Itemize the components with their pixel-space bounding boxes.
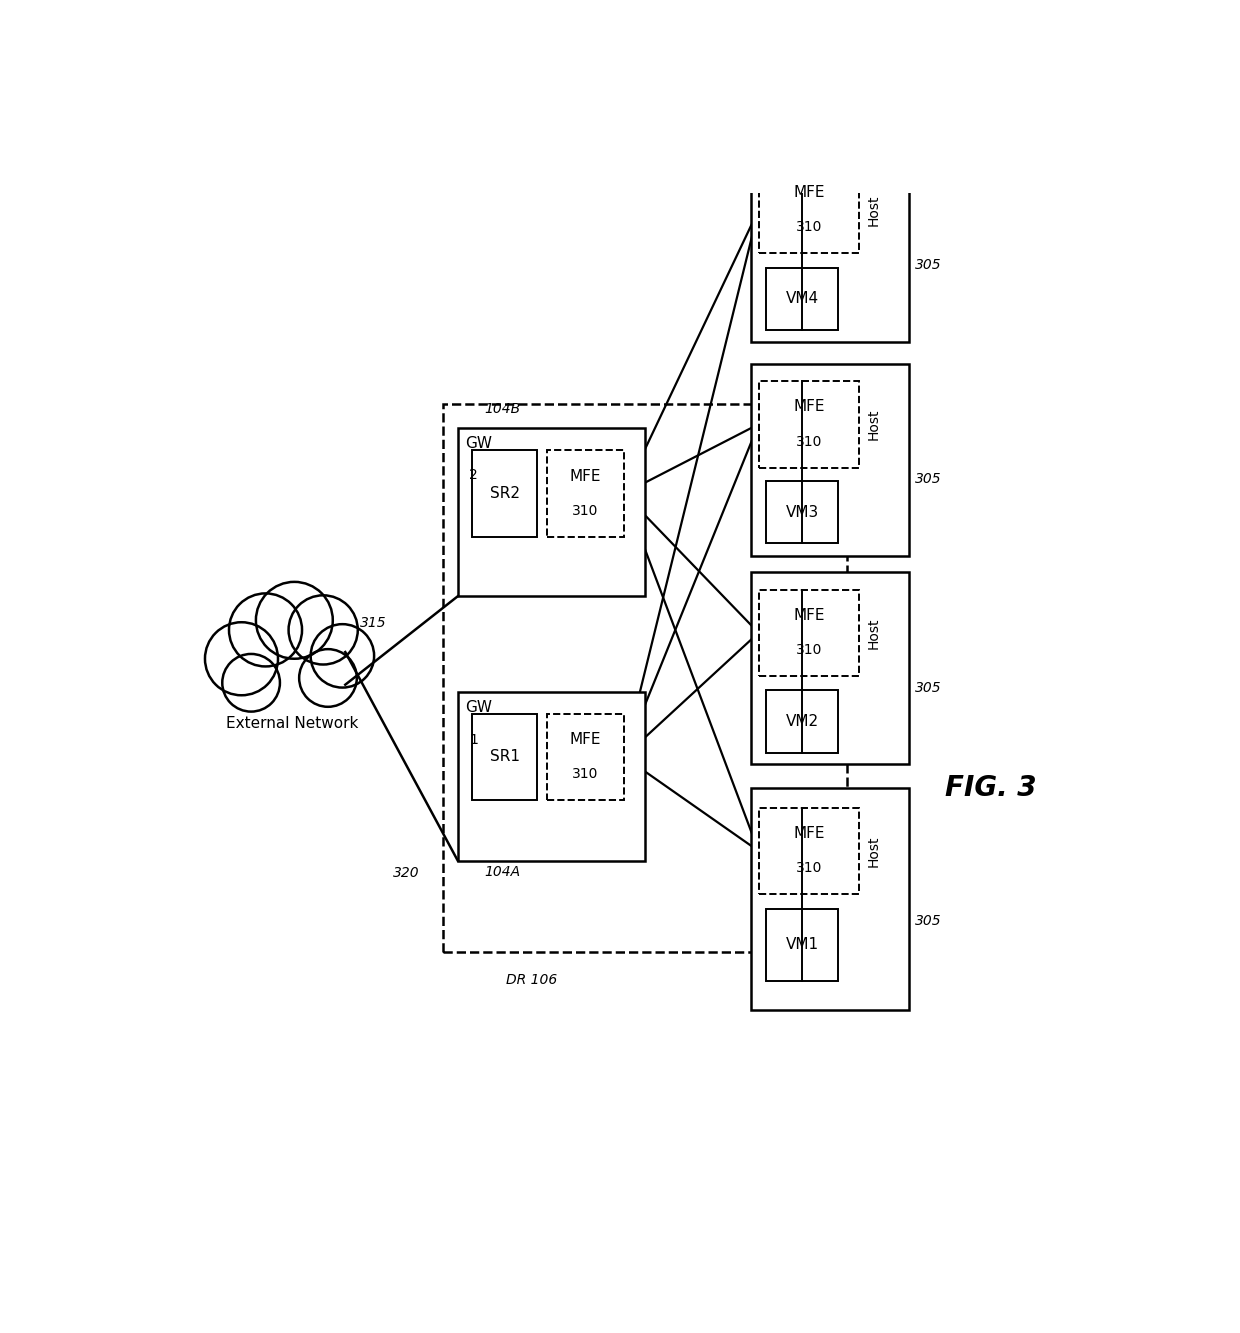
Text: 310: 310 (573, 766, 599, 781)
Text: 104A: 104A (485, 865, 521, 880)
Bar (472, 451, 537, 537)
Text: VM3: VM3 (786, 505, 818, 520)
Bar (751, 364, 909, 556)
Text: FIG. 3: FIG. 3 (945, 774, 1037, 802)
Text: 2: 2 (469, 468, 477, 483)
Text: SR1: SR1 (490, 749, 520, 764)
Text: 320: 320 (393, 865, 420, 880)
Text: SR2: SR2 (490, 487, 520, 501)
Text: MFE: MFE (794, 826, 825, 841)
Text: MFE: MFE (569, 469, 601, 484)
Text: MFE: MFE (794, 608, 825, 623)
Text: VM2: VM2 (786, 714, 818, 729)
Bar (766, 909, 838, 981)
Bar (458, 428, 645, 596)
Text: 305: 305 (915, 257, 941, 272)
Bar (751, 572, 909, 764)
Bar (759, 381, 859, 468)
Text: 310: 310 (573, 504, 599, 517)
Bar (759, 808, 859, 894)
Circle shape (255, 583, 332, 659)
Text: External Network: External Network (226, 716, 358, 732)
Text: VM4: VM4 (786, 292, 818, 307)
Bar (766, 268, 838, 331)
Bar (547, 713, 624, 800)
Text: 104B: 104B (485, 403, 521, 416)
Text: 310: 310 (796, 435, 822, 449)
Text: 305: 305 (915, 472, 941, 487)
Text: MFE: MFE (794, 185, 825, 200)
Bar (759, 589, 859, 676)
Text: DR 106: DR 106 (506, 973, 557, 986)
Bar (751, 789, 909, 1009)
Text: VM1: VM1 (786, 937, 818, 952)
Circle shape (222, 655, 280, 712)
Text: GW: GW (465, 436, 492, 451)
Text: 310: 310 (796, 861, 822, 876)
Bar (751, 149, 909, 341)
Circle shape (229, 593, 303, 666)
Text: 1: 1 (469, 733, 479, 746)
Text: Host: Host (867, 617, 882, 649)
Text: 315: 315 (360, 616, 387, 631)
Circle shape (289, 596, 358, 665)
Text: Host: Host (867, 195, 882, 225)
Text: Host: Host (867, 408, 882, 440)
Circle shape (299, 649, 357, 706)
Bar (547, 451, 624, 537)
Bar (759, 167, 859, 253)
Text: Host: Host (867, 836, 882, 866)
Bar (472, 713, 537, 800)
Text: 310: 310 (796, 220, 822, 235)
Circle shape (205, 623, 278, 696)
Bar (766, 690, 838, 753)
Bar (458, 692, 645, 861)
Bar (766, 481, 838, 544)
Bar (444, 404, 847, 952)
Text: 305: 305 (915, 914, 941, 928)
Text: 305: 305 (915, 681, 941, 694)
Text: MFE: MFE (794, 400, 825, 415)
Circle shape (311, 624, 374, 688)
Text: MFE: MFE (569, 732, 601, 746)
Text: GW: GW (465, 700, 492, 714)
Text: 310: 310 (796, 643, 822, 657)
